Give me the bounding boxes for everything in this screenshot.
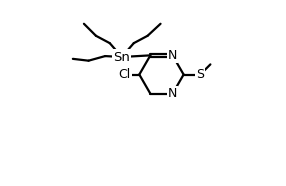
Text: Cl: Cl xyxy=(118,68,131,81)
Text: Sn: Sn xyxy=(113,51,130,63)
Text: N: N xyxy=(168,87,177,100)
Text: N: N xyxy=(168,49,177,62)
Text: S: S xyxy=(196,68,204,81)
